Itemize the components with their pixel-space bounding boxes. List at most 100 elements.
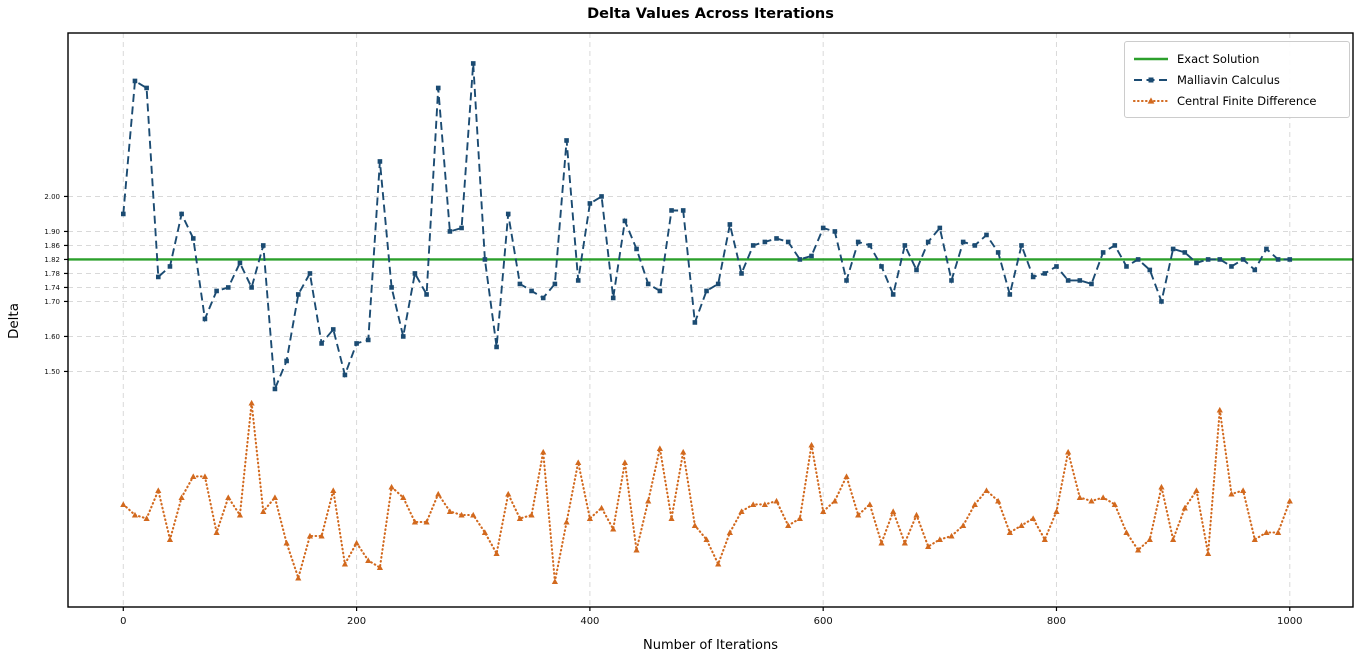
x-axis-label: Number of Iterations: [643, 638, 778, 653]
triangle-marker: [201, 473, 209, 479]
square-marker: [1054, 264, 1059, 269]
y-tick-label: 1.74: [44, 284, 60, 292]
square-marker: [1275, 257, 1281, 262]
square-marker: [937, 225, 943, 231]
square-marker: [132, 78, 138, 84]
triangle-marker: [750, 501, 757, 507]
square-marker: [785, 239, 791, 245]
square-marker: [237, 260, 243, 266]
triangle-marker: [516, 515, 523, 521]
triangle-marker: [1216, 406, 1223, 413]
triangle-marker: [761, 501, 768, 507]
legend-item: Central Finite Difference: [1133, 90, 1341, 111]
square-marker: [820, 225, 826, 231]
square-marker: [972, 243, 978, 248]
triangle-marker: [1041, 536, 1048, 542]
square-marker: [902, 243, 908, 248]
y-tick-label: 1.86: [44, 242, 60, 250]
square-marker: [319, 341, 324, 346]
square-marker: [400, 334, 406, 339]
square-marker: [272, 386, 278, 392]
triangle-marker: [190, 473, 197, 479]
square-marker: [715, 281, 721, 287]
square-marker: [144, 85, 149, 91]
legend-item: Malliavin Calculus: [1133, 69, 1341, 90]
triangle-marker: [1181, 504, 1188, 511]
y-tick-label: 1.50: [44, 368, 60, 376]
triangle-marker: [260, 508, 267, 514]
triangle-marker: [995, 497, 1002, 504]
triangle-marker: [178, 494, 185, 500]
triangle-marker: [726, 529, 733, 535]
square-marker: [377, 159, 383, 164]
triangle-marker: [458, 511, 465, 518]
triangle-marker: [633, 546, 640, 553]
triangle-marker: [808, 441, 815, 448]
square-marker: [727, 222, 733, 227]
triangle-marker: [225, 494, 232, 500]
x-tick-label: 600: [814, 616, 833, 627]
triangle-marker: [318, 532, 325, 539]
square-marker: [447, 229, 453, 234]
square-marker: [1240, 257, 1246, 262]
square-marker: [120, 211, 126, 217]
triangle-marker: [621, 459, 628, 465]
square-marker: [1030, 274, 1036, 280]
square-marker: [295, 292, 301, 297]
triangle-marker: [983, 487, 990, 493]
plot-frame: [67, 32, 1354, 608]
triangle-marker: [1053, 508, 1060, 514]
x-tick-label: 800: [1047, 616, 1066, 627]
solid-line-sample-icon: [1134, 57, 1168, 60]
square-marker: [587, 201, 593, 206]
triangle-marker: [1251, 536, 1258, 542]
square-marker: [960, 239, 966, 245]
legend-item: Exact Solution: [1133, 48, 1341, 69]
square-marker: [354, 341, 359, 346]
triangle-marker: [341, 560, 349, 567]
square-marker: [622, 218, 628, 224]
triangle-marker: [703, 536, 710, 542]
triangle-marker: [820, 508, 827, 514]
triangle-marker: [925, 543, 932, 549]
square-marker: [879, 264, 884, 269]
square-marker: [1252, 267, 1258, 273]
square-marker: [1217, 257, 1223, 262]
triangle-marker: [1123, 529, 1130, 535]
square-marker: [505, 211, 511, 217]
triangle-marker: [330, 487, 337, 493]
square-marker: [167, 264, 173, 269]
square-marker: [1229, 264, 1234, 269]
triangle-marker: [120, 501, 127, 507]
square-marker: [890, 292, 896, 297]
x-tick-label: 200: [347, 616, 366, 627]
square-marker: [867, 243, 873, 248]
triangle-marker: [796, 515, 803, 521]
square-marker: [984, 232, 989, 238]
triangle-marker: [1228, 490, 1235, 497]
square-marker: [1194, 260, 1199, 266]
triangle-marker: [155, 487, 162, 493]
square-marker: [797, 257, 803, 262]
triangle-marker: [1030, 515, 1037, 521]
triangle-marker: [166, 536, 174, 542]
triangle-marker: [715, 560, 722, 567]
triangle-marker: [1275, 529, 1282, 535]
square-marker: [330, 327, 336, 332]
square-marker: [179, 211, 184, 217]
triangle-marker: [691, 522, 698, 528]
square-marker: [1287, 257, 1293, 262]
triangle-marker: [1205, 550, 1212, 556]
square-marker: [470, 61, 476, 66]
triangle-marker: [376, 564, 384, 570]
square-marker: [1135, 257, 1141, 262]
square-marker: [1100, 250, 1106, 255]
square-marker: [739, 271, 744, 276]
square-marker: [552, 281, 558, 287]
square-marker: [1170, 246, 1176, 252]
triangle-marker: [575, 459, 582, 465]
triangle-marker: [890, 508, 897, 514]
square-marker: [365, 337, 371, 343]
triangle-marker: [1158, 483, 1165, 490]
triangle-marker: [878, 539, 885, 546]
